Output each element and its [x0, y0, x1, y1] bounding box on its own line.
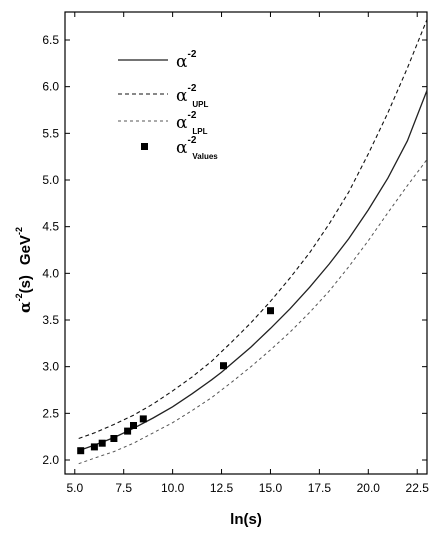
legend-lpl-label: α-2 LPL: [176, 110, 208, 136]
curve-layer: [78, 19, 428, 465]
data-point: [98, 439, 106, 447]
y-tick-label: 6.5: [42, 33, 59, 47]
x-tick-label: 12.5: [210, 481, 234, 495]
y-tick-label: 4.5: [42, 220, 59, 234]
legend-upl-label: α-2 UPL: [176, 83, 209, 109]
y-tick-label: 6.0: [42, 80, 59, 94]
plot-frame: [64, 11, 428, 475]
x-tick-label: 10.0: [161, 481, 185, 495]
series-upl-line: [78, 19, 428, 440]
x-tick-label: 15.0: [259, 481, 283, 495]
y-tick-label: 2.0: [42, 453, 59, 467]
svg-text:α-2(s)GeV-2: α-2(s)GeV-2: [14, 227, 34, 313]
x-tick-label: 7.5: [115, 481, 132, 495]
x-tick-label: 5.0: [66, 481, 83, 495]
data-point: [77, 447, 85, 455]
x-tick-label: 20.0: [357, 481, 381, 495]
data-point: [267, 307, 274, 315]
data-point: [220, 362, 227, 370]
tick-layer: 5.0 7.5 10.0 12.5 15.0 17.5 20.0 22.5 2.0 2.5 3.0 3…: [42, 12, 429, 495]
marker-layer: [77, 307, 274, 455]
data-point: [110, 435, 118, 442]
y-tick-label: 3.5: [42, 313, 59, 327]
series-central-line: [78, 90, 428, 452]
y-tick-label: 4.0: [42, 266, 59, 280]
y-tick-label: 5.0: [42, 173, 59, 187]
x-tick-label: 17.5: [308, 481, 332, 495]
legend-values-label: α-2 Values: [176, 135, 218, 161]
y-tick-label: 5.5: [42, 126, 59, 140]
data-point: [130, 422, 137, 429]
y-tick-label: 2.5: [42, 406, 59, 420]
data-point: [90, 443, 98, 451]
x-axis-title: ln(s): [230, 511, 262, 528]
data-point: [139, 415, 147, 423]
y-tick-label: 3.0: [42, 360, 59, 374]
data-point: [124, 427, 132, 435]
legend: α-2 α-2 UPL α-2 LPL α-2 Values: [118, 49, 218, 161]
y-axis-title: α-2(s)GeV-2: [14, 227, 34, 313]
series-lpl-line: [78, 159, 428, 465]
legend-values-swatch: [141, 143, 148, 150]
legend-central-label: α-2: [176, 49, 197, 72]
x-tick-label: 22.5: [406, 481, 430, 495]
